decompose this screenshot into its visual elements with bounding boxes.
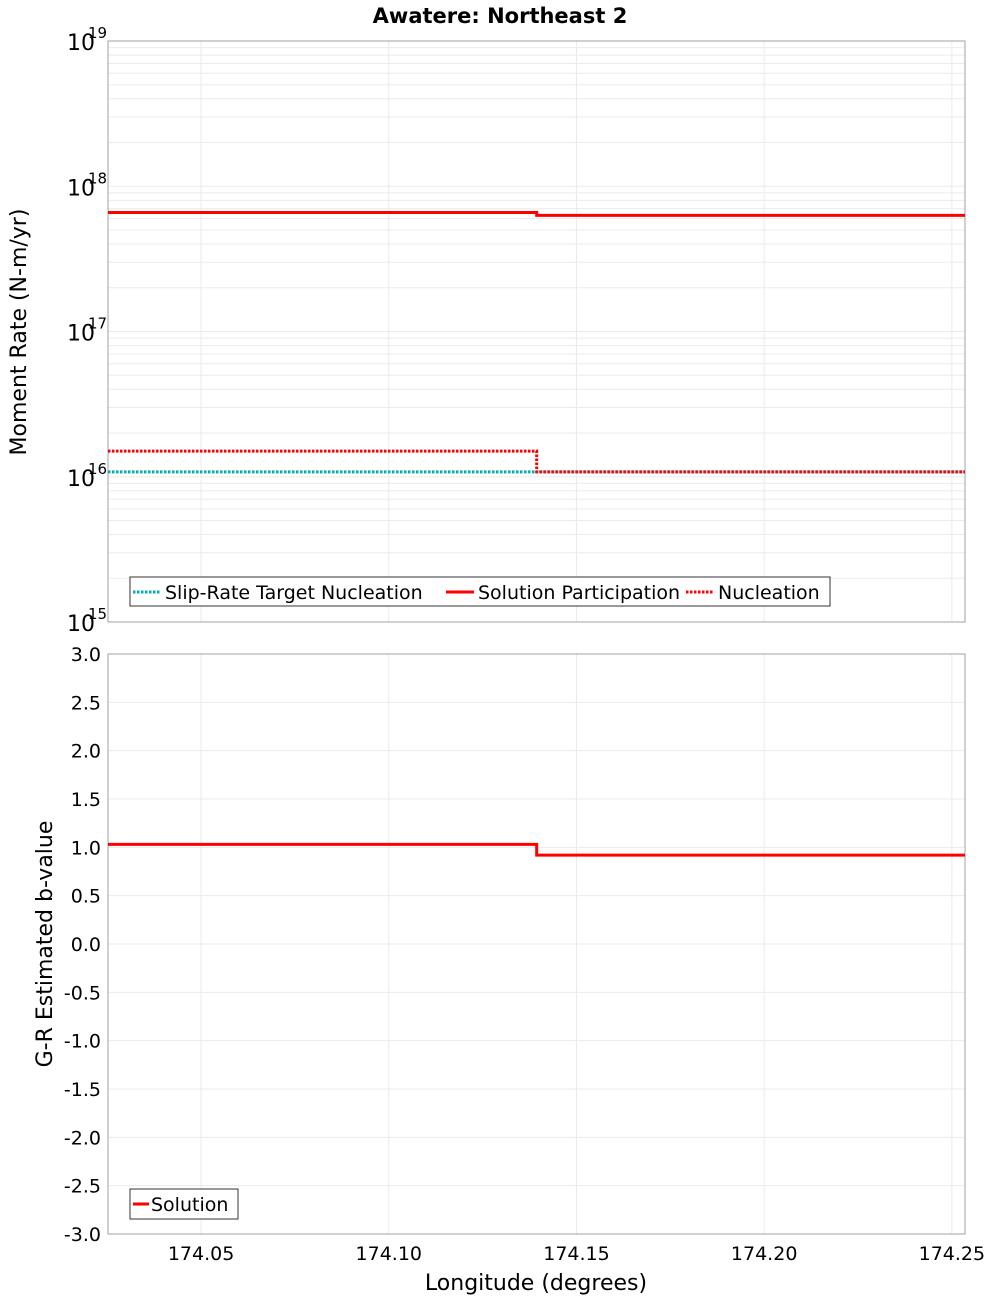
plot-frame-top [107, 40, 966, 623]
y-tick-base: 10 [67, 467, 95, 492]
y-axis-label-top: Moment Rate (N-m/yr) [7, 209, 32, 456]
x-tick-label: 174.10 [356, 1243, 422, 1265]
legend-bottom: Solution [129, 1188, 239, 1220]
legend-label: Nucleation [718, 582, 820, 604]
legend-top: Slip-Rate Target Nucleation Solution Part… [129, 576, 831, 607]
legend-label: Solution Participation [478, 582, 680, 604]
series-line-nucleation [108, 449, 965, 474]
x-tick-label: 174.15 [543, 1243, 609, 1265]
y-tick-exponent: 18 [88, 169, 107, 187]
y-tick-exponent: 15 [88, 605, 107, 623]
y-tick-exponent: 16 [88, 460, 107, 478]
y-tick-exponent: 19 [88, 24, 107, 42]
y-tick-label: 2.0 [71, 741, 101, 763]
legend-item: Nucleation [686, 582, 820, 604]
y-axis-label-bottom: G-R Estimated b-value [33, 821, 58, 1068]
series-line-solution [108, 842, 965, 857]
x-tick-label: 174.05 [168, 1243, 234, 1265]
y-tick-label: -1.5 [64, 1079, 101, 1101]
legend-label: Slip-Rate Target Nucleation [165, 582, 423, 604]
y-tick-base: 10 [67, 176, 95, 201]
plot-frame-bottom [107, 653, 966, 1235]
y-tick-label: 3.0 [71, 644, 101, 666]
x-tick-label: 174.20 [731, 1243, 797, 1265]
x-axis-label: Longitude (degrees) [425, 1271, 647, 1296]
x-tick-label: 174.25 [919, 1243, 985, 1265]
y-tick-label: -2.5 [64, 1176, 101, 1198]
series-line-solution-participation [108, 210, 965, 217]
chart-title: Awatere: Northeast 2 [373, 4, 628, 28]
y-tick-exponent: 17 [88, 315, 107, 333]
y-tick-label: 0.0 [71, 934, 101, 956]
y-tick-label: 0.5 [71, 886, 101, 908]
y-tick-label: 1.0 [71, 837, 101, 859]
legend-item: Slip-Rate Target Nucleation [133, 582, 423, 604]
y-tick-label: 1.5 [71, 789, 101, 811]
legend-label: Solution [151, 1194, 228, 1216]
y-tick-label: -0.5 [64, 982, 101, 1004]
y-tick-label: -3.0 [64, 1224, 101, 1246]
legend-item: Solution Participation [446, 582, 680, 604]
y-tick-label: -1.0 [64, 1031, 101, 1053]
y-tick-label: 2.5 [71, 692, 101, 714]
legend-box [129, 576, 831, 607]
y-tick-base: 10 [67, 612, 95, 637]
y-tick-label: -2.0 [64, 1127, 101, 1149]
y-tick-base: 10 [67, 31, 95, 56]
y-tick-base: 10 [67, 322, 95, 347]
